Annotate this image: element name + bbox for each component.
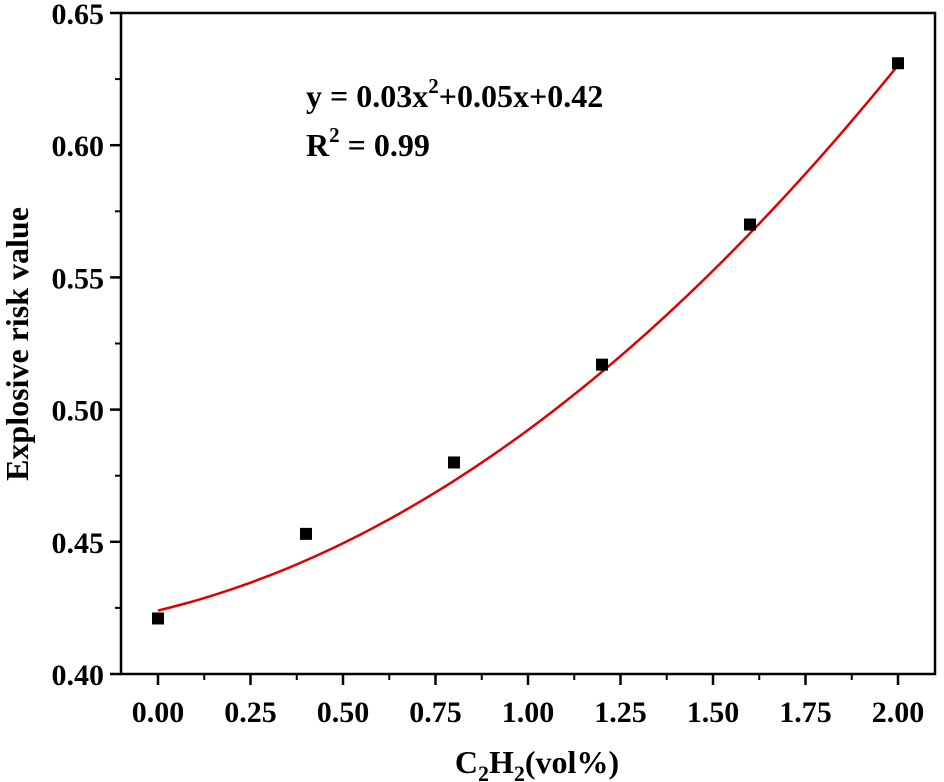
- y-axis-title: Explosive risk value: [0, 207, 35, 481]
- x-tick-label-4: 1.00: [502, 696, 555, 729]
- equation-superscript: 2: [428, 74, 439, 98]
- points-layer: [152, 57, 904, 625]
- x-axis-title-mid: H: [489, 744, 514, 780]
- equation-prefix: y = 0.03x: [306, 78, 428, 114]
- tick-labels-group: 0.00 0.25 0.50 0.75 1.00 1.25 1.50 1.75 2.00 0.40…: [52, 0, 925, 729]
- x-tick-label-3: 0.75: [409, 696, 462, 729]
- y-tick-label-3: 0.55: [52, 262, 105, 295]
- x-tick-label-6: 1.50: [687, 696, 740, 729]
- x-tick-label-2: 0.50: [317, 696, 370, 729]
- r-squared-suffix: = 0.99: [340, 127, 430, 163]
- data-point-4: [744, 218, 756, 231]
- y-tick-label-2: 0.50: [52, 395, 105, 428]
- data-point-5: [892, 57, 904, 70]
- x-tick-label-1: 0.25: [224, 696, 277, 729]
- r-squared-annotation: R2 = 0.99: [306, 123, 430, 163]
- equation-suffix: +0.05x+0.42: [439, 78, 603, 114]
- data-point-3: [596, 358, 608, 371]
- x-tick-label-0: 0.00: [132, 696, 185, 729]
- r-squared-prefix: R: [306, 127, 330, 163]
- plot-frame: [119, 11, 937, 676]
- y-tick-label-1: 0.45: [52, 527, 105, 560]
- x-tick-label-5: 1.25: [594, 696, 647, 729]
- fit-layer: [157, 64, 899, 612]
- y-tick-label-4: 0.60: [52, 130, 105, 163]
- y-tick-label-0: 0.40: [52, 659, 105, 692]
- x-axis-title-sub1: 2: [478, 761, 489, 782]
- x-tick-label-7: 1.75: [779, 696, 832, 729]
- x-axis-title-base: C: [455, 744, 478, 780]
- fit-curve: [157, 64, 899, 612]
- x-tick-label-8: 2.00: [872, 696, 925, 729]
- x-axis-title: C2H2(vol%): [455, 744, 619, 782]
- data-point-2: [448, 456, 460, 469]
- r-squared-superscript: 2: [329, 123, 340, 147]
- data-point-1: [300, 527, 312, 540]
- data-point-0: [152, 612, 164, 625]
- y-tick-label-5: 0.65: [52, 0, 105, 31]
- equation-annotation: y = 0.03x2+0.05x+0.42: [306, 74, 603, 114]
- x-axis-title-tail: (vol%): [525, 744, 619, 780]
- x-axis-title-sub2: 2: [514, 761, 525, 782]
